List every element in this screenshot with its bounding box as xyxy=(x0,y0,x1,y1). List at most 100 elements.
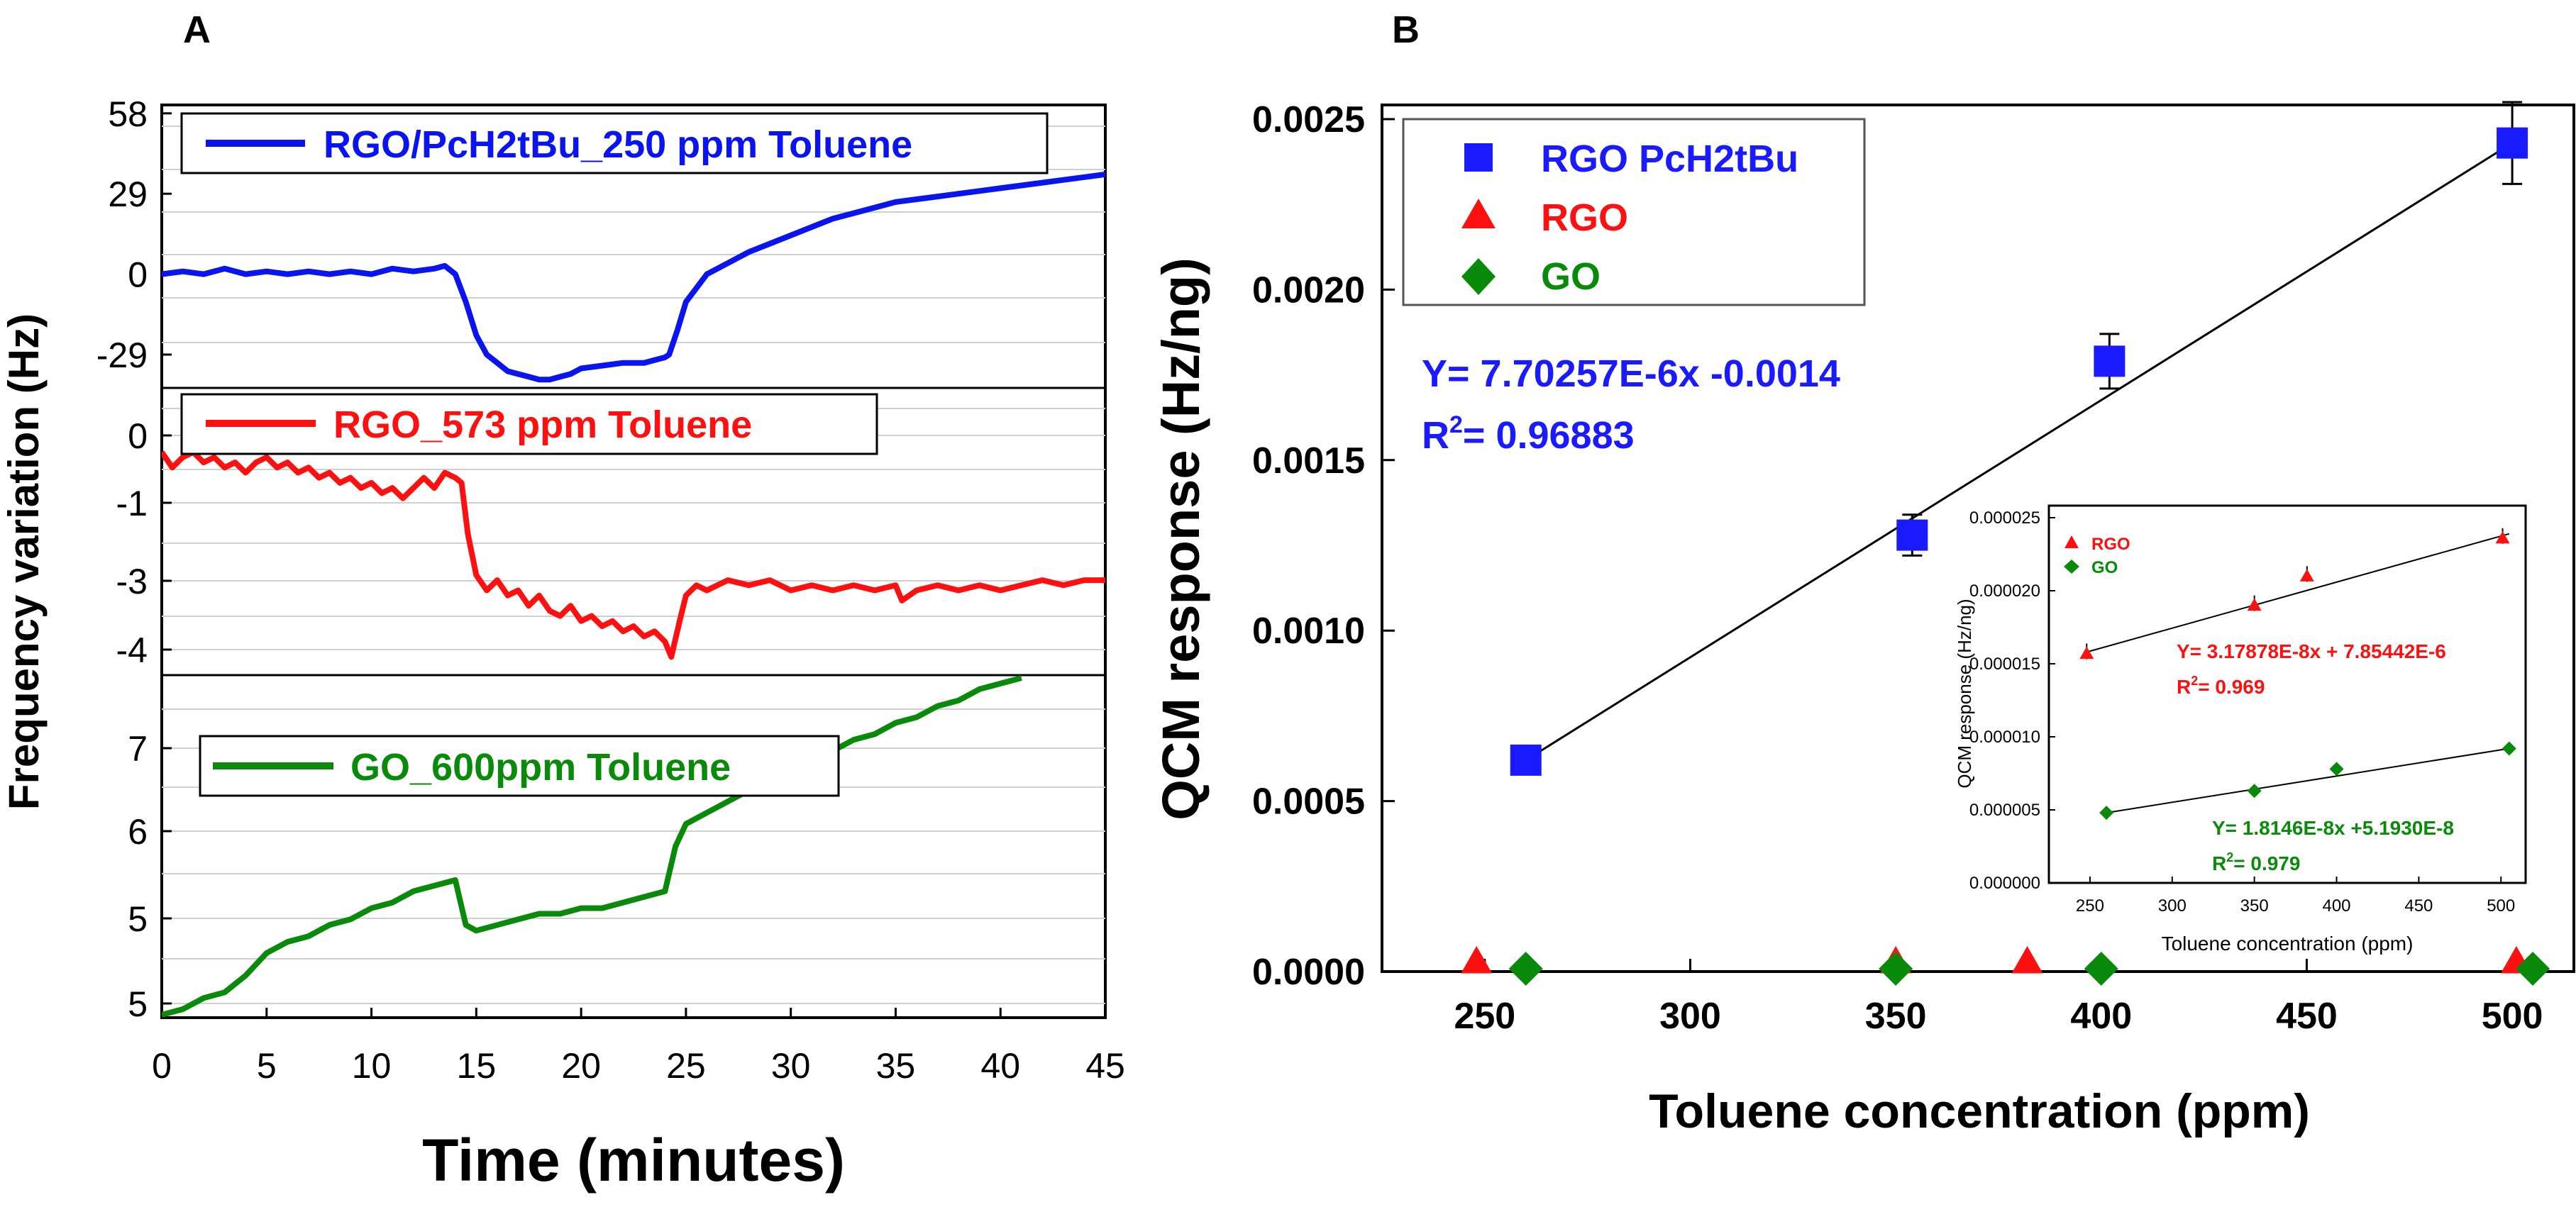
panel-b-frame xyxy=(1381,104,2575,973)
legend-panel-b: RGO PcH2tBu RGO GO xyxy=(1402,118,1866,306)
legend-label: RGO PcH2tBu xyxy=(1541,138,1798,180)
inset-x-tick-label: 300 xyxy=(2158,896,2187,916)
inset-legend-marker-triangle xyxy=(2064,535,2079,548)
inset-y-tick-label: 0.000005 xyxy=(1969,801,2040,820)
inset-ticks: 250 300 350 400 450 500 0.000000 0.000005 0.0000… xyxy=(1969,508,2515,916)
x-tick-label: 400 xyxy=(2070,996,2132,1037)
inset-legend-label: GO xyxy=(2091,558,2118,577)
x-tick-label: 350 xyxy=(1865,996,1927,1037)
y-tick-label: 7 xyxy=(128,729,148,769)
legend-go: GO_600ppm Toluene xyxy=(199,735,840,797)
y-tick-label: 5 xyxy=(128,984,148,1024)
inset-data-point-diamond xyxy=(2099,806,2114,821)
panel-b-label: B xyxy=(1392,9,1420,51)
y-tick-label: 0.0005 xyxy=(1252,782,1365,823)
inset-y-axis-label: QCM response (Hz/ng) xyxy=(1954,599,1975,788)
y-tick-label: 0.0015 xyxy=(1252,440,1365,482)
inset-x-tick-label: 500 xyxy=(2487,896,2515,916)
inset-y-tick-label: 0.000015 xyxy=(1969,655,2040,674)
data-point-square xyxy=(2094,345,2126,377)
legend-marker-triangle xyxy=(1461,199,1496,228)
y-tick-label: 29 xyxy=(108,174,148,214)
inset-chart: 250 300 350 400 450 500 0.000000 0.000005 0.0000… xyxy=(1954,504,2527,955)
inset-data-point-diamond xyxy=(2502,741,2516,756)
data-point-triangle xyxy=(1461,946,1493,974)
x-tick-label: 5 xyxy=(257,1046,277,1086)
panel-b: 250 300 350 400 450 500 0.0000 0.0005 0.0010 0.00… xyxy=(1151,99,2575,1138)
inset-data-point-diamond xyxy=(2247,784,2262,799)
x-tick-label: 450 xyxy=(2276,996,2338,1037)
legend-label: RGO_573 ppm Toluene xyxy=(333,404,752,446)
data-point-square xyxy=(1510,744,1542,776)
y-tick-label: 58 xyxy=(108,94,148,134)
x-tick-label: 40 xyxy=(980,1046,1020,1086)
panel-b-points xyxy=(1461,101,2550,986)
inset-points xyxy=(2079,528,2516,821)
data-point-diamond xyxy=(2516,952,2550,986)
inset-legend: RGO GO xyxy=(2064,535,2130,577)
y-tick-label: 0 xyxy=(128,416,148,456)
inset-fits xyxy=(2086,533,2510,814)
legend-label: RGO/PcH2tBu_250 ppm Toluene xyxy=(324,123,912,166)
x-axis-label: Time (minutes) xyxy=(422,1127,845,1194)
y-axis-label: Frequency variation (Hz) xyxy=(0,313,48,810)
y-tick-label: 6 xyxy=(128,812,148,852)
legend-rgo-pch2tbu: RGO/PcH2tBu_250 ppm Toluene xyxy=(180,112,1049,174)
y-axis-label: QCM response (Hz/ng) xyxy=(1151,257,1210,820)
inset-x-tick-label: 400 xyxy=(2322,896,2350,916)
inset-fit-r2-go: R2= 0.979 xyxy=(2212,850,2300,874)
inset-fit-line xyxy=(2106,747,2509,814)
x-tick-label: 0 xyxy=(152,1046,172,1086)
inset-y-tick-label: 0.000000 xyxy=(1969,874,2040,893)
inset-data-point-triangle xyxy=(2079,646,2094,660)
x-tick-label: 15 xyxy=(457,1046,497,1086)
series-line-3 xyxy=(162,675,1022,1018)
y-tick-label: -1 xyxy=(116,484,148,523)
inset-fit-line xyxy=(2086,533,2510,653)
data-point-diamond xyxy=(1879,952,1913,986)
legend-marker-square xyxy=(1464,143,1493,172)
y-tick-label: 0.0000 xyxy=(1252,952,1365,993)
y-tick-label: 0.0025 xyxy=(1252,99,1365,140)
panel-a-lines xyxy=(162,171,1105,1018)
data-point-diamond xyxy=(2084,952,2118,986)
legend-label: GO_600ppm Toluene xyxy=(350,746,731,789)
data-point-diamond xyxy=(1508,952,1543,986)
data-point-square xyxy=(1896,519,1928,551)
panel-a-gridlines xyxy=(162,126,1105,1004)
x-tick-label: 25 xyxy=(666,1046,706,1086)
inset-data-point-triangle xyxy=(2299,569,2314,582)
x-tick-label: 300 xyxy=(1659,996,1721,1037)
x-tick-label: 500 xyxy=(2482,996,2543,1037)
inset-fit-r2-rgo: R2= 0.969 xyxy=(2177,674,2265,698)
y-tick-label: 0 xyxy=(128,255,148,295)
x-tick-label: 20 xyxy=(561,1046,601,1086)
series-line-2 xyxy=(162,449,1105,660)
x-tick-label: 10 xyxy=(352,1046,392,1086)
x-tick-label: 45 xyxy=(1085,1046,1125,1086)
inset-data-point-diamond xyxy=(2329,762,2344,777)
y-tick-label: -3 xyxy=(116,562,148,601)
inset-x-tick-label: 250 xyxy=(2076,896,2104,916)
inset-fit-equation-go: Y= 1.8146E-8x +5.1930E-8 xyxy=(2212,817,2454,839)
x-axis-label: Toluene concentration (ppm) xyxy=(1649,1084,2310,1138)
data-point-square xyxy=(2497,127,2528,159)
legend-label: RGO xyxy=(1541,196,1628,239)
series-line-1 xyxy=(162,171,1105,383)
inset-frame xyxy=(2047,504,2527,884)
inset-y-tick-label: 0.000010 xyxy=(1969,728,2040,747)
inset-x-axis-label: Toluene concentration (ppm) xyxy=(2162,933,2414,955)
inset-y-tick-label: 0.000025 xyxy=(1969,508,2040,528)
y-tick-label: -29 xyxy=(96,335,148,375)
y-tick-label: 0.0020 xyxy=(1252,269,1365,311)
legend-rgo: RGO_573 ppm Toluene xyxy=(180,393,878,455)
fit-r-squared: R2= 0.96883 xyxy=(1422,411,1635,457)
legend-label: GO xyxy=(1541,255,1601,298)
data-point-triangle xyxy=(2011,946,2043,974)
inset-data-point-triangle xyxy=(2495,530,2510,544)
inset-legend-marker-diamond xyxy=(2064,560,2079,574)
y-tick-label: -4 xyxy=(116,630,148,670)
